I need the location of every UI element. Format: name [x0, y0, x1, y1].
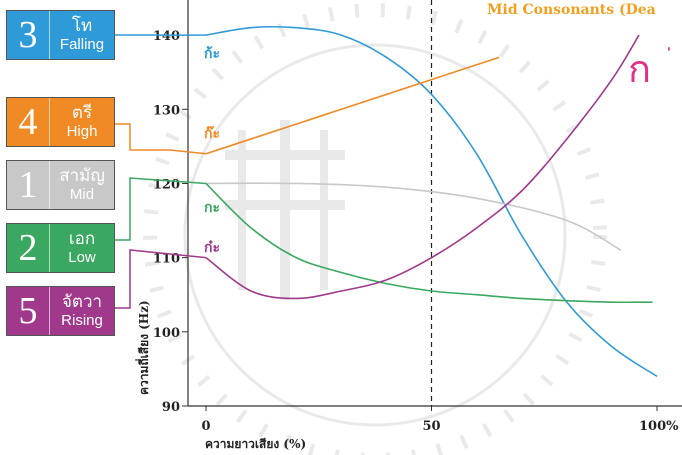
y-axis-label: ความถี่เสียง (Hz) — [135, 300, 151, 395]
x-axis-label: ความยาวเสียง (%) — [205, 437, 306, 451]
tone-english-name: Low — [68, 249, 96, 266]
connector-low — [115, 177, 207, 241]
tone-box-rising: 5 จัตวา Rising — [6, 286, 115, 336]
x-tick-label: 100% — [639, 419, 679, 434]
tone-english-name: Falling — [59, 36, 105, 53]
series-line-high — [205, 56, 500, 155]
y-tick-label: 90 — [162, 400, 180, 415]
series-label-low: กะ — [204, 200, 220, 216]
series-group — [205, 25, 658, 377]
tone-thai-name: เอก — [68, 229, 96, 249]
tone-number: 4 — [18, 101, 38, 143]
series-line-falling — [205, 25, 658, 377]
y-tick-label: 110 — [153, 252, 180, 267]
tone-text: ตรี High — [49, 98, 114, 146]
tone-thai-name: โท — [71, 16, 93, 36]
tone-box-high: 4 ตรี High — [6, 97, 115, 147]
series-line-low — [205, 182, 653, 304]
watermark-seal — [143, 3, 607, 455]
big-thai-glyph-partial: ่ — [668, 47, 670, 51]
series-line-mid — [205, 182, 622, 251]
y-tick-label: 140 — [153, 29, 180, 44]
tone-box-low: 2 เอก Low — [6, 223, 115, 273]
tone-thai-name: ตรี — [71, 103, 93, 123]
tone-number: 3 — [18, 14, 38, 56]
tone-number: 5 — [18, 290, 38, 332]
y-tick-label: 130 — [153, 103, 180, 118]
tone-english-name: Rising — [61, 312, 103, 329]
y-tick-label: 100 — [153, 326, 180, 341]
tone-thai-name: สามัญ — [59, 166, 105, 186]
tone-text: สามัญ Mid — [49, 161, 114, 209]
connector-rising — [115, 249, 207, 309]
tone-thai-name: จัตวา — [61, 292, 103, 312]
series-label-rising: ก๋ะ — [204, 240, 220, 256]
chart-title: Mid Consonants (Dea — [487, 2, 656, 18]
tone-english-name: Mid — [69, 186, 95, 203]
tone-box-falling: 3 โท Falling — [6, 10, 115, 60]
x-tick-label: 0 — [201, 419, 210, 434]
series-label-high: ก๊ะ — [204, 125, 220, 142]
tone-number: 1 — [18, 164, 38, 206]
tone-text: โท Falling — [49, 11, 114, 59]
series-label-falling: ก้ะ — [204, 46, 220, 62]
big-thai-glyph: ก — [628, 47, 651, 91]
series-line-rising — [205, 34, 640, 300]
tone-box-mid: 1 สามัญ Mid — [6, 160, 115, 210]
x-tick-label: 50 — [422, 419, 440, 434]
tone-number: 2 — [18, 227, 38, 269]
tone-text: เอก Low — [49, 224, 114, 272]
tone-english-name: High — [66, 123, 98, 140]
tone-text: จัตวา Rising — [49, 287, 114, 335]
connector-high — [115, 123, 207, 155]
